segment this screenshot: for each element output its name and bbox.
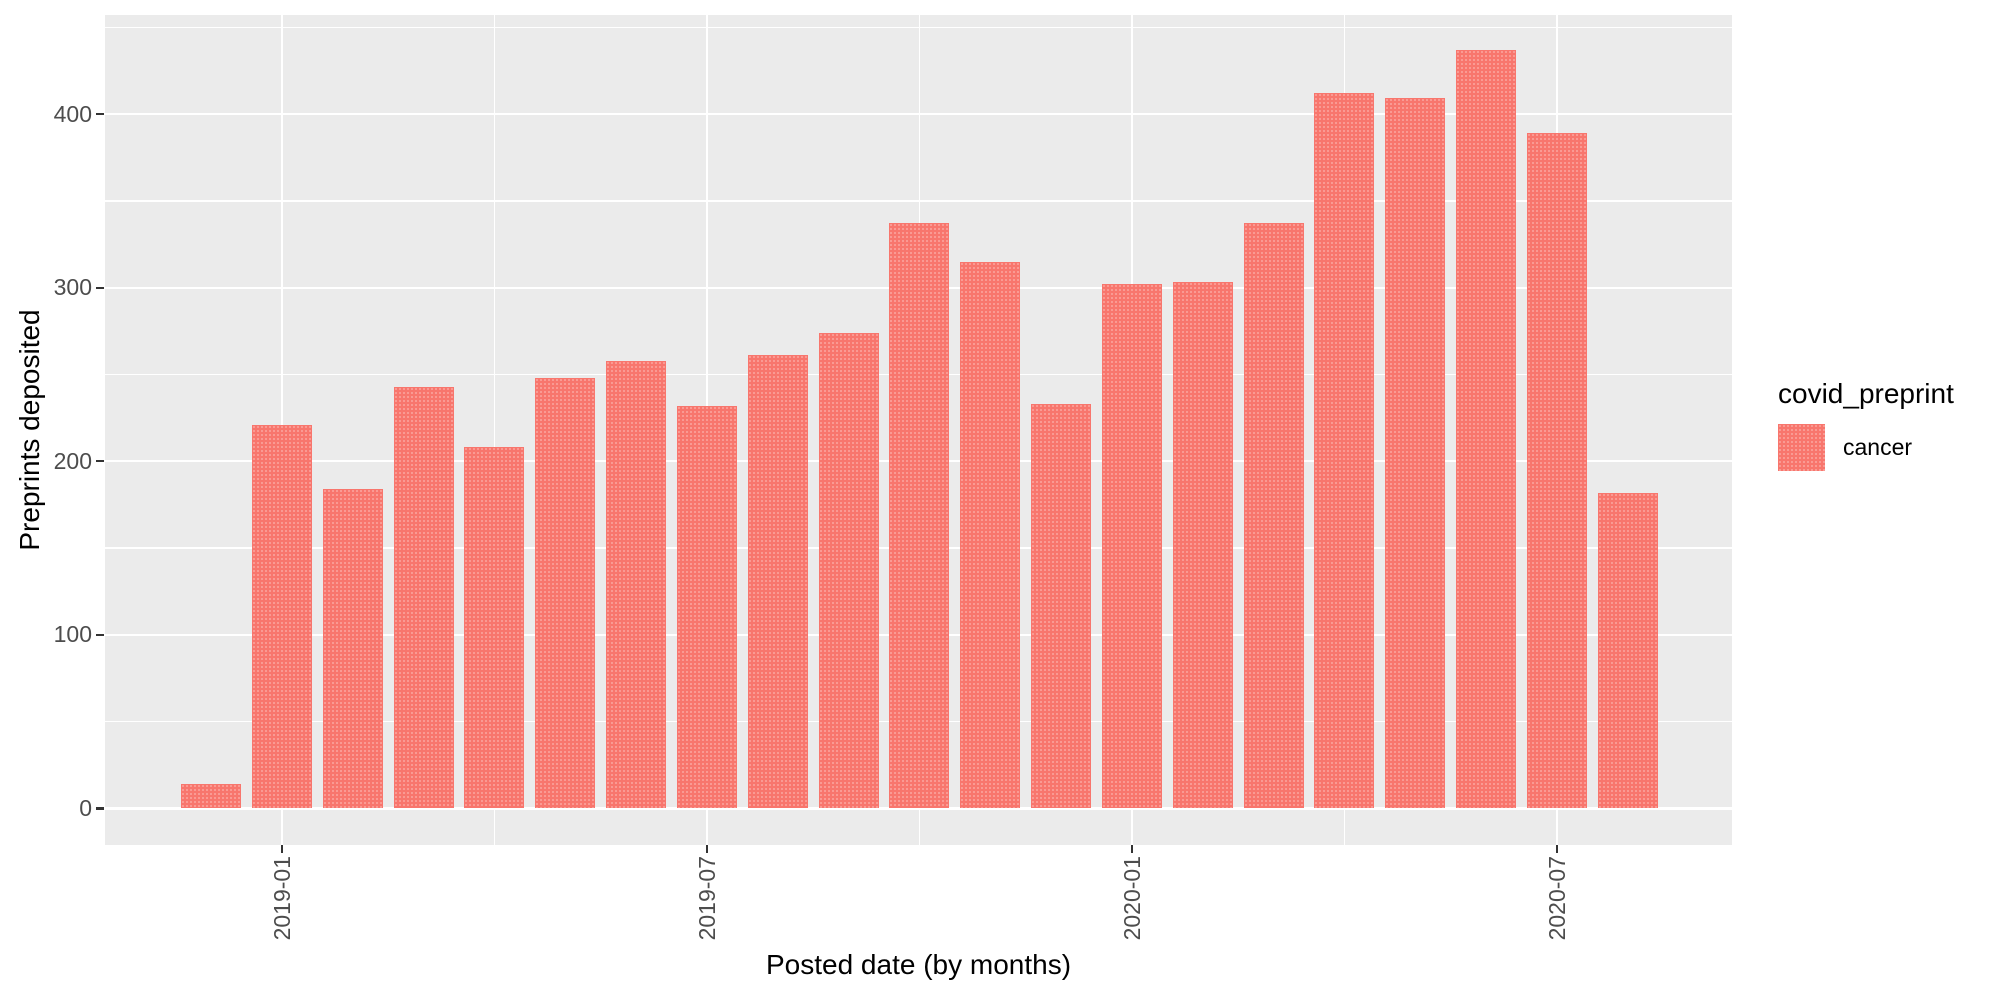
x-tick-mark	[1130, 845, 1133, 853]
y-tick-label: 400	[53, 100, 92, 127]
bar-2019-12	[1031, 404, 1092, 809]
gridline-minor-v	[493, 15, 495, 845]
bar-2020-08	[1597, 492, 1658, 809]
y-tick-label: 100	[53, 621, 92, 648]
x-tick-mark	[280, 845, 283, 853]
bar-2020-05	[1385, 98, 1446, 809]
y-tick-label: 200	[53, 447, 92, 474]
bar-2019-10	[889, 223, 950, 809]
bar-2020-04	[1314, 93, 1375, 809]
legend-color-swatch	[1778, 424, 1825, 471]
x-tick-label: 2019-01	[268, 856, 295, 941]
y-tick-mark	[96, 460, 104, 463]
bar-2020-02	[1172, 282, 1233, 809]
legend: covid_preprint cancer	[1778, 378, 1954, 471]
legend-title: covid_preprint	[1778, 378, 1954, 409]
x-tick-label: 2019-07	[693, 856, 720, 941]
bar-2019-06	[606, 360, 667, 809]
bar-2019-07	[676, 405, 737, 809]
y-tick-label: 300	[53, 274, 92, 301]
bar-2018-12	[181, 784, 241, 809]
gridline-major-h	[105, 807, 1732, 810]
bar-2019-09	[818, 332, 879, 809]
x-tick-label: 2020-01	[1118, 856, 1145, 941]
bar-2019-04	[464, 447, 525, 809]
y-tick-mark	[96, 113, 104, 116]
bar-2020-06	[1456, 49, 1517, 809]
y-axis-title: Preprints deposited	[14, 309, 45, 551]
x-tick-label: 2020-07	[1543, 856, 1570, 941]
bar-2020-03	[1243, 223, 1304, 809]
gridline-minor-h	[105, 200, 1732, 202]
plot-panel	[105, 15, 1732, 845]
bar-2019-11	[960, 261, 1021, 809]
gridline-major-h	[105, 112, 1732, 116]
y-tick-mark	[96, 633, 104, 636]
bar-2019-03	[393, 386, 454, 809]
legend-entry-label: cancer	[1843, 434, 1913, 460]
bar-2020-07	[1526, 133, 1587, 809]
bar-2019-08	[747, 355, 808, 809]
legend-entry: cancer	[1778, 424, 1954, 471]
y-tick-label: 0	[79, 795, 92, 821]
bar-2019-05	[535, 377, 596, 809]
x-tick-mark	[1555, 845, 1559, 853]
x-axis-title: Posted date (by months)	[765, 949, 1072, 980]
bar-2020-01	[1101, 284, 1162, 809]
bar-2019-02	[322, 489, 383, 809]
x-tick-mark	[705, 845, 708, 853]
gridline-minor-h	[105, 26, 1732, 28]
y-tick-mark	[96, 286, 104, 289]
bar-2019-01	[251, 424, 312, 809]
y-tick-mark	[96, 807, 104, 810]
